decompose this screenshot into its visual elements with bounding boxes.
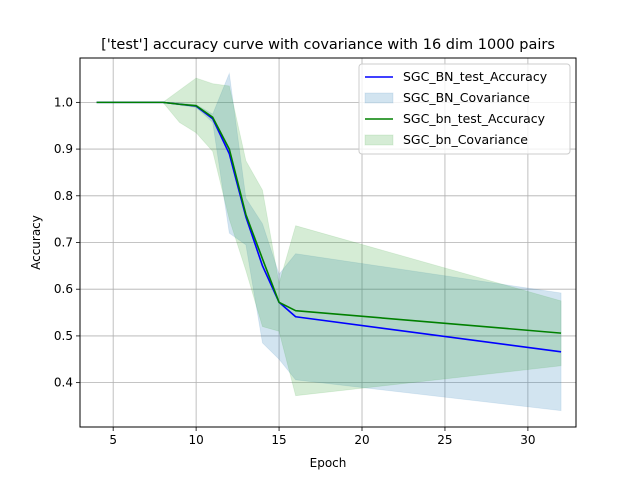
y-tick-label: 1.0 <box>54 95 73 109</box>
x-tick-label: 25 <box>437 433 452 447</box>
legend-entry-label: SGC_bn_Covariance <box>403 132 528 147</box>
y-tick-label: 0.9 <box>54 142 73 156</box>
y-tick-label: 0.8 <box>54 189 73 203</box>
y-tick-label: 0.5 <box>54 329 73 343</box>
legend-band-swatch <box>364 92 394 104</box>
legend-band-swatch <box>364 134 394 146</box>
x-tick-label: 20 <box>354 433 369 447</box>
x-tick-label: 10 <box>188 433 203 447</box>
legend-entry-label: SGC_bn_test_Accuracy <box>403 111 546 126</box>
x-tick-label: 30 <box>520 433 535 447</box>
legend-entry-label: SGC_BN_test_Accuracy <box>403 69 548 84</box>
x-axis-label: Epoch <box>310 456 347 470</box>
y-axis-label: Accuracy <box>29 215 43 270</box>
series-line <box>96 101 562 334</box>
legend: SGC_BN_test_Accuracy SGC_BN_Covariance SGC… <box>358 63 571 155</box>
legend-box <box>358 63 571 155</box>
covariance-band <box>96 77 562 397</box>
x-tick-label: 15 <box>271 433 286 447</box>
tick-layer: 5 10 15 20 25 30 0.4 0.5 0.6 0.7 0.8 0.9 1.0 <box>54 95 536 447</box>
y-tick-label: 0.6 <box>54 282 73 296</box>
y-tick-label: 0.4 <box>54 376 73 390</box>
line-layer <box>96 101 562 353</box>
y-tick-label: 0.7 <box>54 236 73 250</box>
legend-entry-label: SGC_BN_Covariance <box>403 90 530 105</box>
x-tick-label: 5 <box>109 433 117 447</box>
chart-title: ['test'] accuracy curve with covariance … <box>101 37 555 53</box>
grid-layer <box>80 58 576 427</box>
